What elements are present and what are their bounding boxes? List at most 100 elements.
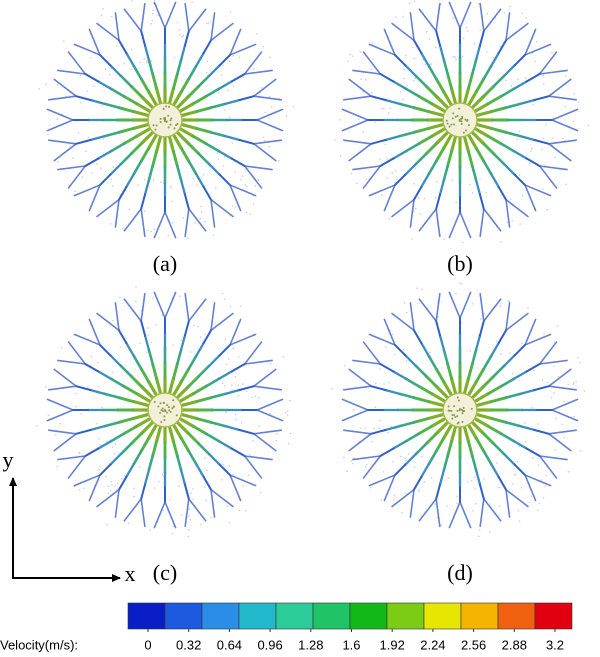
- channel: [147, 423, 158, 441]
- channel-branch: [210, 198, 216, 228]
- channel-branch: [153, 501, 166, 529]
- channel: [446, 72, 453, 90]
- channel: [143, 179, 150, 196]
- tracer-dot: [111, 185, 114, 187]
- channel: [180, 123, 199, 131]
- channel: [404, 377, 421, 388]
- tracer-dot: [227, 89, 229, 91]
- channel: [178, 101, 196, 113]
- tracer-dot: [143, 210, 146, 213]
- channel: [176, 454, 183, 472]
- channel: [463, 135, 471, 154]
- tracer-dot: [139, 342, 141, 345]
- channel: [197, 364, 211, 378]
- tracer-dot: [530, 406, 533, 409]
- panels: (a) (b) (c) (d): [36, 0, 590, 585]
- core-particle: [154, 128, 157, 131]
- channel: [412, 106, 430, 113]
- core-particle: [164, 409, 167, 412]
- channel: [204, 377, 221, 388]
- channel: [178, 392, 196, 403]
- tracer-dot: [245, 211, 248, 213]
- channel: [89, 98, 106, 105]
- channel: [129, 374, 144, 389]
- channel: [187, 449, 198, 466]
- channel: [122, 134, 139, 146]
- tracer-dot: [194, 222, 196, 224]
- channel-branch: [164, 291, 177, 319]
- channel-branch: [505, 198, 511, 228]
- tracer-dot: [518, 174, 521, 176]
- tracer-dot: [509, 198, 512, 200]
- channel-branch: [524, 318, 537, 346]
- channel: [513, 463, 527, 477]
- tracer-dot: [553, 341, 556, 343]
- channel: [172, 72, 179, 90]
- tracer-dot: [407, 452, 410, 455]
- core-particle: [162, 401, 165, 404]
- tracer-dot: [78, 451, 80, 454]
- tracer-dot: [562, 137, 564, 140]
- tracer-dot: [391, 333, 394, 336]
- tracer-dot: [498, 486, 500, 489]
- tracer-dot: [248, 454, 251, 456]
- channel: [179, 146, 191, 163]
- tracer-dot: [57, 161, 59, 163]
- tracer-dot: [386, 177, 389, 179]
- color-swatch: [127, 602, 166, 630]
- tracer-dot: [153, 487, 156, 489]
- core-particle: [175, 414, 178, 417]
- core-particle: [447, 405, 450, 408]
- channel: [172, 133, 183, 151]
- tracer-dot: [145, 60, 148, 63]
- channel-branch: [229, 318, 242, 346]
- tracer-dot: [149, 529, 152, 531]
- tracer-dot: [258, 397, 260, 399]
- channel: [109, 142, 126, 153]
- core-particle: [175, 124, 178, 127]
- tracer-dot: [119, 346, 122, 348]
- channel: [197, 152, 211, 166]
- channel-branch: [459, 211, 472, 239]
- tick-label: 3.2: [546, 637, 564, 652]
- panel-label: (a): [153, 251, 177, 276]
- tracer-dot: [167, 234, 169, 237]
- tracer-dot: [370, 440, 373, 443]
- channel: [492, 74, 506, 88]
- tracer-dot: [382, 471, 385, 473]
- channel-branch: [418, 298, 437, 322]
- channel: [490, 417, 508, 424]
- tracer-dot: [263, 139, 266, 142]
- channel: [442, 423, 453, 441]
- channel-branch: [538, 455, 558, 479]
- tracer-dot: [429, 351, 431, 354]
- tracer-dot: [423, 480, 426, 483]
- channel: [391, 150, 408, 160]
- channel-branch: [483, 8, 502, 32]
- channel-branch: [53, 368, 77, 387]
- channel: [139, 77, 151, 94]
- channel: [427, 159, 438, 176]
- tracer-dot: [207, 22, 210, 25]
- channel: [122, 384, 139, 396]
- tracer-dot: [59, 422, 62, 425]
- tracer-dot: [516, 138, 518, 141]
- tracer-dot: [500, 241, 502, 243]
- channel: [427, 449, 438, 466]
- tracer-dot: [232, 473, 234, 476]
- channel: [502, 354, 516, 368]
- channel: [404, 64, 418, 78]
- tracer-dot: [95, 422, 98, 425]
- tracer-dot: [239, 305, 242, 307]
- channel: [183, 30, 190, 47]
- tracer-dot: [532, 103, 534, 106]
- core-particle: [461, 412, 464, 415]
- channel-branch: [53, 78, 77, 97]
- channel: [180, 469, 187, 486]
- channel: [370, 428, 387, 435]
- tracer-dot: [82, 487, 85, 490]
- tracer-dot: [286, 410, 289, 412]
- tracer-dot: [369, 486, 372, 489]
- tick-label: 2.24: [420, 637, 445, 652]
- channel: [471, 131, 485, 145]
